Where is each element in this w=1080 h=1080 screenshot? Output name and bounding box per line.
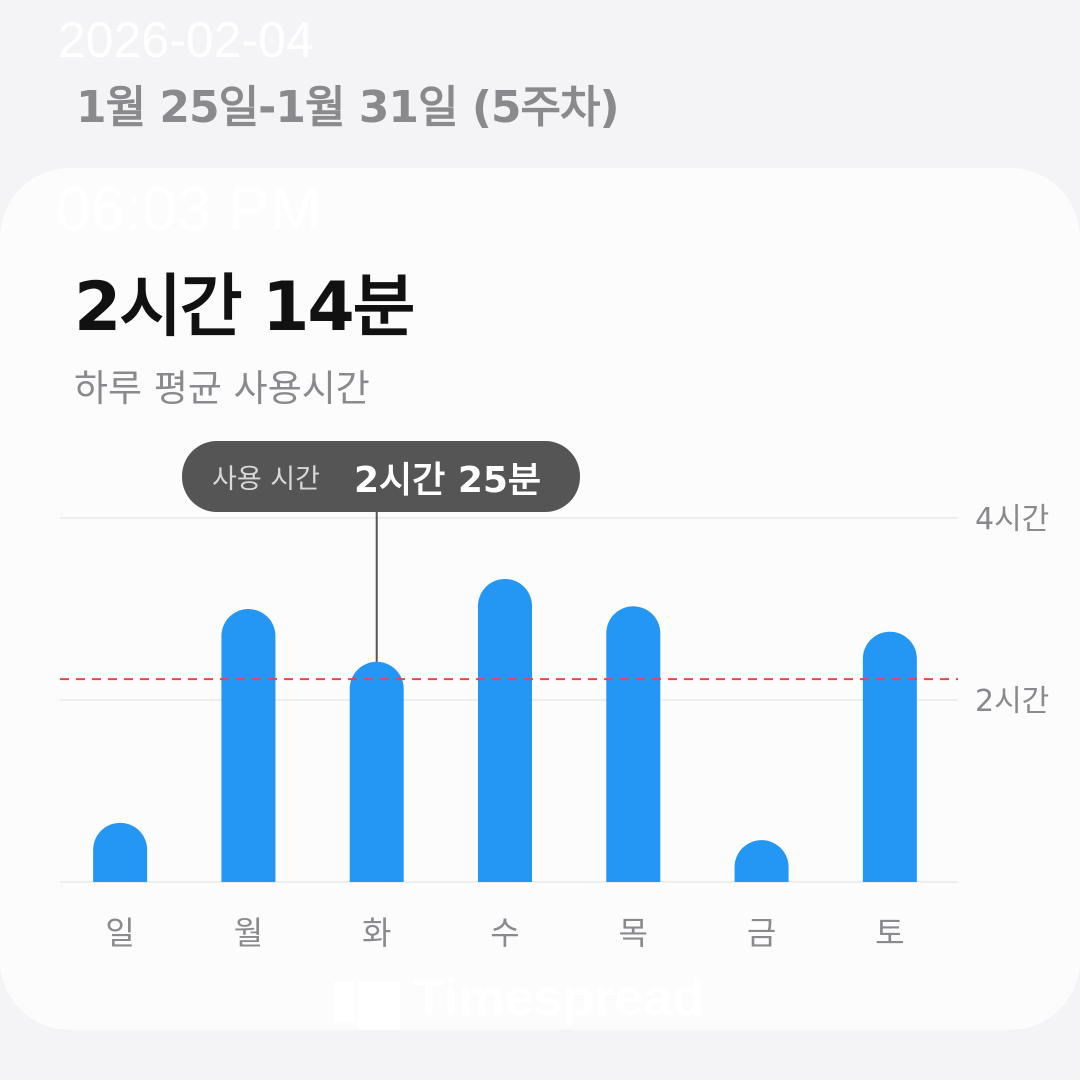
x-tick-label: 수	[490, 914, 519, 952]
x-tick-label: 일	[105, 914, 134, 952]
x-tick-label: 토	[875, 914, 904, 952]
week-range[interactable]: 1월 25일-1월 31일 (5주차)	[76, 82, 620, 133]
tooltip-label: 사용 시간	[212, 464, 320, 495]
x-tick-label: 금	[747, 914, 776, 952]
bar-1[interactable]	[221, 609, 276, 882]
y-tick-label: 2시간	[975, 684, 1049, 719]
usage-card	[0, 168, 1080, 1030]
bar-3[interactable]	[478, 578, 532, 882]
tooltip-value: 2시간 25분	[354, 460, 541, 501]
average-usage-total: 2시간 14분	[74, 268, 415, 347]
bar-6[interactable]	[862, 631, 917, 882]
x-tick-label: 화	[362, 914, 391, 952]
average-usage-label: 하루 평균 사용시간	[74, 367, 370, 410]
bar-4[interactable]	[606, 606, 661, 882]
x-tick-label: 목	[619, 914, 648, 952]
bar-2[interactable]	[349, 661, 404, 882]
y-tick-label: 4시간	[975, 502, 1049, 537]
bar-0[interactable]	[93, 822, 148, 882]
bar-5[interactable]	[734, 840, 789, 882]
tooltip-bubble	[182, 441, 580, 512]
x-tick-label: 월	[234, 914, 263, 952]
